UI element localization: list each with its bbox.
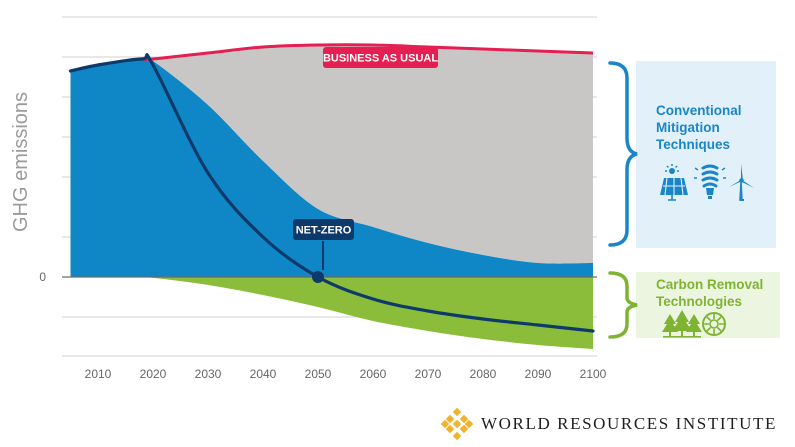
conventional-title: Conventional Mitigation Techniques xyxy=(656,103,745,152)
wind-turbine-icon xyxy=(729,164,754,201)
x-tick-2020: 2020 xyxy=(140,367,167,381)
x-tick-2050: 2050 xyxy=(305,367,332,381)
y-axis-label: GHG emissions xyxy=(10,92,32,232)
net-zero-line xyxy=(68,53,595,333)
x-tick-2040: 2040 xyxy=(250,367,277,381)
sun-disc-icon xyxy=(702,312,726,336)
carbon-removal-area xyxy=(70,276,593,349)
y-tick-zero: 0 xyxy=(39,270,46,284)
x-axis-ticks: 2010 2020 2030 2040 2050 2060 2070 2080 2090 2100 xyxy=(85,367,607,381)
x-tick-2010: 2010 xyxy=(85,367,112,381)
x-tick-2060: 2060 xyxy=(360,367,387,381)
x-tick-2090: 2090 xyxy=(525,367,552,381)
conventional-mitigation-area xyxy=(70,56,593,277)
x-tick-2100: 2100 xyxy=(580,367,607,381)
bau-line xyxy=(141,43,594,61)
conventional-bracket xyxy=(608,61,638,247)
bau-gap-area xyxy=(70,44,593,264)
carbon-removal-panel-bg xyxy=(636,272,780,338)
bau-label-bg xyxy=(323,47,438,68)
bau-label-text: BUSINESS AS USUAL xyxy=(323,53,438,65)
conventional-panel: Conventional Mitigation Techniques xyxy=(608,61,776,248)
light-bulb-icon xyxy=(694,164,726,199)
conventional-panel-bg xyxy=(636,61,776,248)
wri-logo-icon xyxy=(441,408,473,440)
x-tick-2030: 2030 xyxy=(195,367,222,381)
carbon-removal-panel: Carbon Removal Technologies xyxy=(608,271,780,339)
net-zero-point xyxy=(312,271,324,283)
solar-panel-icon xyxy=(660,164,688,201)
org-name: WORLD RESOURCES INSTITUTE xyxy=(481,414,777,433)
carbon-removal-title: Carbon Removal Technologies xyxy=(656,277,767,309)
carbon-removal-bracket xyxy=(608,271,638,339)
bau-label: BUSINESS AS USUAL xyxy=(323,47,438,68)
netzero-label-bg xyxy=(293,219,354,240)
x-tick-2080: 2080 xyxy=(470,367,497,381)
netzero-label: NET-ZERO xyxy=(293,219,354,270)
netzero-label-text: NET-ZERO xyxy=(296,225,352,237)
footer-logo: WORLD RESOURCES INSTITUTE xyxy=(441,408,777,440)
trees-icon xyxy=(662,310,702,338)
x-tick-2070: 2070 xyxy=(415,367,442,381)
